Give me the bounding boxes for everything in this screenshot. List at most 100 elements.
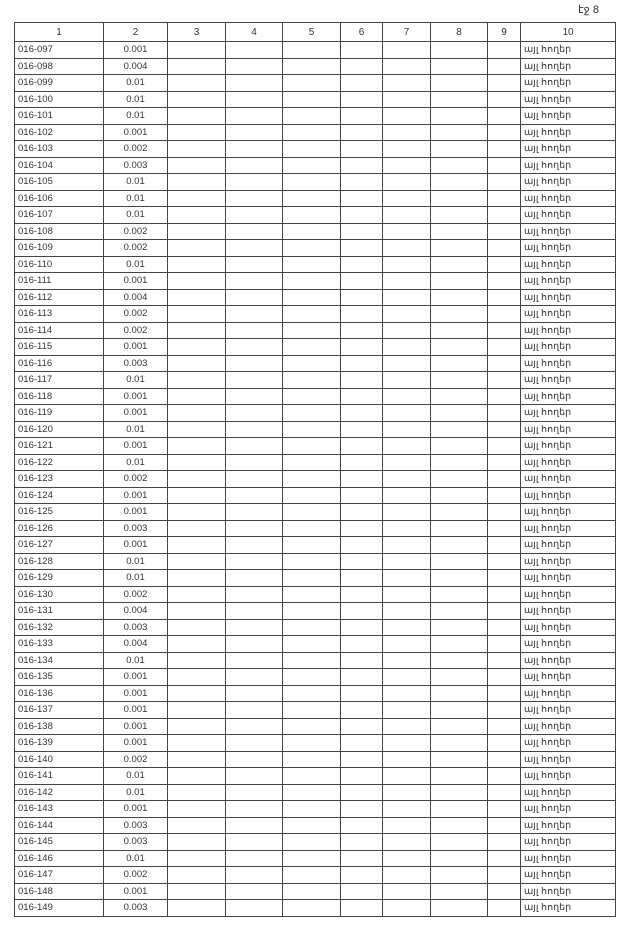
empty-cell <box>167 569 226 587</box>
area-value: 0.001 <box>103 734 168 752</box>
empty-cell <box>225 800 283 818</box>
parcel-code: 016-112 <box>14 288 104 306</box>
parcel-code: 016-142 <box>14 783 104 801</box>
area-value: 0.002 <box>103 585 168 603</box>
empty-cell <box>340 305 383 323</box>
page-number: էջ 8 <box>578 4 599 16</box>
area-value: 0.01 <box>103 783 168 801</box>
empty-cell <box>167 371 226 389</box>
table-row: 016-125 0.001 այլ հողեր <box>14 503 616 521</box>
empty-cell <box>382 206 431 224</box>
land-type: այլ հողեր <box>520 585 616 603</box>
empty-cell <box>167 519 226 537</box>
land-type: այլ հողեր <box>520 750 616 768</box>
empty-cell <box>340 668 383 686</box>
land-type: այլ հողեր <box>520 437 616 455</box>
empty-cell <box>225 453 283 471</box>
empty-cell <box>430 387 488 405</box>
empty-cell <box>487 899 521 917</box>
empty-cell <box>487 222 521 240</box>
empty-cell <box>225 107 283 125</box>
empty-cell <box>225 57 283 75</box>
empty-cell <box>430 470 488 488</box>
empty-cell <box>382 602 431 620</box>
empty-cell <box>340 338 383 356</box>
parcel-code: 016-132 <box>14 618 104 636</box>
empty-cell <box>382 486 431 504</box>
land-type: այլ հողեր <box>520 321 616 339</box>
land-type: այլ հողեր <box>520 173 616 191</box>
empty-cell <box>382 387 431 405</box>
empty-cell <box>487 321 521 339</box>
empty-cell <box>430 189 488 207</box>
empty-cell <box>225 420 283 438</box>
empty-cell <box>487 833 521 851</box>
empty-cell <box>340 255 383 273</box>
empty-cell <box>225 503 283 521</box>
land-type: այլ հողեր <box>520 486 616 504</box>
parcel-code: 016-098 <box>14 57 104 75</box>
empty-cell <box>340 569 383 587</box>
empty-cell <box>282 288 341 306</box>
table-row: 016-101 0.01 այլ հողեր <box>14 107 616 125</box>
empty-cell <box>382 41 431 59</box>
empty-cell <box>340 767 383 785</box>
empty-cell <box>382 750 431 768</box>
area-value: 0.01 <box>103 767 168 785</box>
area-value: 0.003 <box>103 833 168 851</box>
area-value: 0.003 <box>103 156 168 174</box>
empty-cell <box>487 882 521 900</box>
empty-cell <box>282 602 341 620</box>
column-header-8: 8 <box>430 22 488 42</box>
empty-cell <box>382 354 431 372</box>
empty-cell <box>340 420 383 438</box>
empty-cell <box>340 585 383 603</box>
land-type: այլ հողեր <box>520 206 616 224</box>
empty-cell <box>430 668 488 686</box>
parcel-code: 016-137 <box>14 701 104 719</box>
table-row: 016-102 0.001 այլ հողեր <box>14 123 616 141</box>
empty-cell <box>167 305 226 323</box>
empty-cell <box>225 552 283 570</box>
table-row: 016-107 0.01 այլ հողեր <box>14 206 616 224</box>
empty-cell <box>487 156 521 174</box>
area-value: 0.01 <box>103 569 168 587</box>
empty-cell <box>430 404 488 422</box>
empty-cell <box>382 684 431 702</box>
empty-cell <box>382 140 431 158</box>
empty-cell <box>382 783 431 801</box>
empty-cell <box>225 74 283 92</box>
area-value: 0.001 <box>103 717 168 735</box>
empty-cell <box>487 866 521 884</box>
land-type: այլ հողեր <box>520 222 616 240</box>
land-type: այլ հողեր <box>520 503 616 521</box>
empty-cell <box>487 90 521 108</box>
empty-cell <box>487 57 521 75</box>
empty-cell <box>282 882 341 900</box>
empty-cell <box>430 140 488 158</box>
empty-cell <box>225 602 283 620</box>
empty-cell <box>430 783 488 801</box>
area-value: 0.002 <box>103 239 168 257</box>
empty-cell <box>340 882 383 900</box>
empty-cell <box>382 668 431 686</box>
empty-cell <box>282 222 341 240</box>
empty-cell <box>430 519 488 537</box>
empty-cell <box>167 156 226 174</box>
empty-cell <box>382 849 431 867</box>
empty-cell <box>340 222 383 240</box>
parcel-code: 016-101 <box>14 107 104 125</box>
area-value: 0.01 <box>103 651 168 669</box>
table-row: 016-122 0.01 այլ հողեր <box>14 453 616 471</box>
empty-cell <box>282 668 341 686</box>
empty-cell <box>167 668 226 686</box>
empty-cell <box>382 371 431 389</box>
empty-cell <box>282 453 341 471</box>
column-header-9: 9 <box>487 22 521 42</box>
land-type: այլ հողեր <box>520 618 616 636</box>
empty-cell <box>487 74 521 92</box>
parcel-code: 016-108 <box>14 222 104 240</box>
empty-cell <box>225 486 283 504</box>
table-row: 016-105 0.01 այլ հողեր <box>14 173 616 191</box>
empty-cell <box>487 783 521 801</box>
